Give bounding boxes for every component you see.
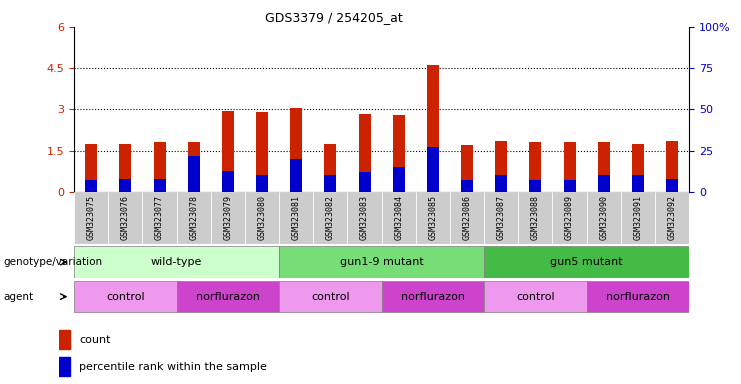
Bar: [553, 192, 587, 244]
Bar: [279, 281, 382, 312]
Bar: [176, 192, 210, 244]
Bar: [564, 180, 576, 192]
Text: GSM323084: GSM323084: [394, 195, 403, 240]
Bar: [85, 144, 97, 192]
Bar: [495, 175, 507, 192]
Text: GSM323086: GSM323086: [462, 195, 471, 240]
Text: norflurazon: norflurazon: [606, 291, 670, 302]
Text: GDS3379 / 254205_at: GDS3379 / 254205_at: [265, 12, 402, 25]
Bar: [461, 180, 473, 192]
Text: GSM323085: GSM323085: [428, 195, 437, 240]
Text: percentile rank within the sample: percentile rank within the sample: [79, 362, 268, 372]
Bar: [632, 175, 644, 192]
Bar: [325, 144, 336, 192]
Bar: [187, 156, 199, 192]
Text: GSM323090: GSM323090: [599, 195, 608, 240]
Bar: [461, 145, 473, 192]
Bar: [382, 281, 484, 312]
Bar: [621, 192, 655, 244]
Bar: [245, 192, 279, 244]
Text: wild-type: wild-type: [151, 257, 202, 267]
Text: norflurazon: norflurazon: [196, 291, 260, 302]
Bar: [666, 179, 678, 192]
Text: GSM323088: GSM323088: [531, 195, 540, 240]
Bar: [529, 180, 542, 192]
Text: gun5 mutant: gun5 mutant: [551, 257, 623, 267]
Text: GSM323081: GSM323081: [292, 195, 301, 240]
Bar: [427, 147, 439, 192]
Bar: [74, 281, 176, 312]
Bar: [210, 192, 245, 244]
Bar: [382, 192, 416, 244]
Bar: [85, 180, 97, 192]
Text: control: control: [311, 291, 350, 302]
Bar: [484, 192, 518, 244]
Bar: [74, 247, 279, 278]
Text: GSM323077: GSM323077: [155, 195, 164, 240]
Bar: [119, 144, 131, 192]
Text: norflurazon: norflurazon: [401, 291, 465, 302]
Text: agent: agent: [4, 291, 34, 302]
Text: GSM323076: GSM323076: [121, 195, 130, 240]
Bar: [279, 192, 313, 244]
Bar: [108, 192, 142, 244]
Bar: [393, 167, 405, 192]
Bar: [187, 142, 199, 192]
Bar: [359, 172, 370, 192]
Text: GSM323080: GSM323080: [258, 195, 267, 240]
Bar: [222, 111, 234, 192]
Bar: [484, 247, 689, 278]
Bar: [256, 112, 268, 192]
Bar: [587, 281, 689, 312]
Text: GSM323091: GSM323091: [634, 195, 642, 240]
Bar: [142, 192, 176, 244]
Text: count: count: [79, 335, 111, 345]
Bar: [655, 192, 689, 244]
Bar: [632, 144, 644, 192]
Text: gun1-9 mutant: gun1-9 mutant: [339, 257, 424, 267]
Text: GSM323087: GSM323087: [496, 195, 505, 240]
Bar: [484, 281, 587, 312]
Text: control: control: [106, 291, 144, 302]
Bar: [598, 142, 610, 192]
Bar: [153, 179, 165, 192]
Bar: [587, 192, 621, 244]
Text: control: control: [516, 291, 555, 302]
Bar: [290, 108, 302, 192]
Bar: [393, 115, 405, 192]
Text: GSM323092: GSM323092: [668, 195, 677, 240]
Text: GSM323089: GSM323089: [565, 195, 574, 240]
Bar: [348, 192, 382, 244]
Bar: [598, 175, 610, 192]
Bar: [153, 142, 165, 192]
Bar: [416, 192, 450, 244]
Text: GSM323075: GSM323075: [87, 195, 96, 240]
Bar: [666, 141, 678, 192]
Bar: [450, 192, 484, 244]
Bar: [427, 65, 439, 192]
Bar: [119, 179, 131, 192]
Bar: [290, 159, 302, 192]
Text: GSM323082: GSM323082: [326, 195, 335, 240]
Bar: [59, 357, 70, 376]
Bar: [325, 175, 336, 192]
Bar: [176, 281, 279, 312]
Bar: [359, 114, 370, 192]
Bar: [518, 192, 553, 244]
Bar: [222, 170, 234, 192]
Bar: [495, 141, 507, 192]
Bar: [529, 142, 542, 192]
Bar: [59, 330, 70, 349]
Bar: [564, 142, 576, 192]
Text: GSM323079: GSM323079: [223, 195, 233, 240]
Bar: [279, 247, 484, 278]
Text: GSM323078: GSM323078: [189, 195, 198, 240]
Bar: [74, 192, 108, 244]
Text: GSM323083: GSM323083: [360, 195, 369, 240]
Bar: [256, 175, 268, 192]
Text: genotype/variation: genotype/variation: [4, 257, 103, 267]
Bar: [313, 192, 348, 244]
